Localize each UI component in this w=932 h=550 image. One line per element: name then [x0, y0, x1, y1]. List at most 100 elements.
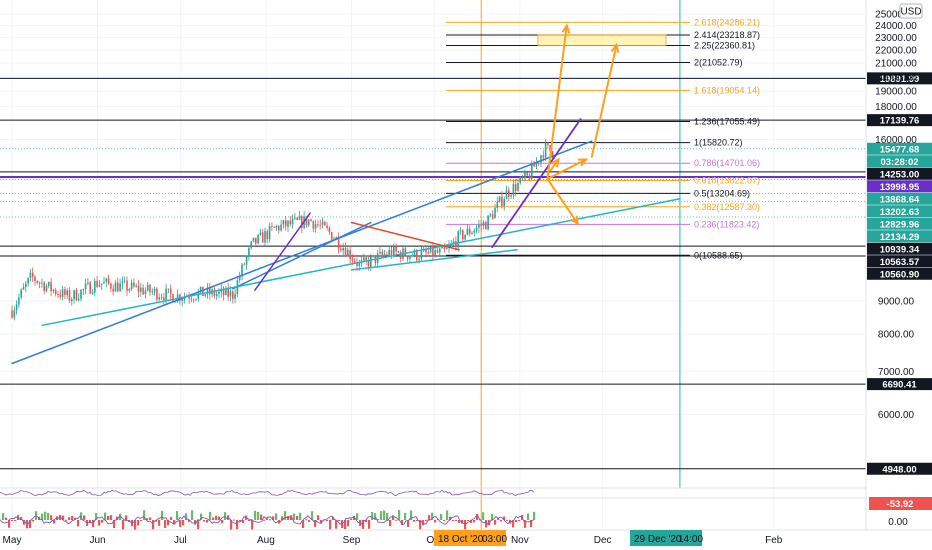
- candle-body: [351, 259, 354, 261]
- price-tick-label: 16000.00: [875, 135, 917, 146]
- oscillator-bar: [200, 513, 203, 520]
- candle-body: [48, 281, 50, 287]
- candle-body: [36, 280, 39, 283]
- candle-body: [43, 282, 45, 292]
- candle-body: [13, 310, 16, 318]
- candle-body: [158, 297, 160, 300]
- candle-body: [61, 289, 64, 297]
- candle-body: [413, 249, 416, 256]
- candle-body: [485, 222, 487, 230]
- teal-trendline-support[interactable]: [41, 198, 681, 327]
- projection-arrow[interactable]: [590, 44, 618, 158]
- candle-body: [427, 252, 430, 254]
- oscillator-zero-label: 0.00: [888, 517, 908, 528]
- projection-arrow[interactable]: [549, 158, 560, 172]
- purple-trendline-oct[interactable]: [491, 118, 582, 249]
- candle-body: [130, 282, 133, 290]
- candle-body: [94, 280, 96, 293]
- oscillator-bar: [392, 515, 395, 520]
- oscillator-bar: [179, 520, 182, 527]
- oscillator-bar: [515, 520, 518, 522]
- price-tag: 12134.29: [880, 232, 920, 243]
- oscillator-bar: [491, 513, 494, 520]
- oscillator-bar: [197, 520, 200, 530]
- candle-body: [229, 291, 232, 297]
- candle-body: [31, 272, 34, 277]
- oscillator-bar: [419, 520, 422, 530]
- time-tick-label: Aug: [257, 535, 275, 546]
- oscillator-bar: [425, 519, 428, 521]
- candle-body: [218, 291, 220, 294]
- candle-body: [112, 288, 114, 292]
- trendline-drawings[interactable]: [11, 23, 681, 365]
- candle-body: [404, 248, 407, 256]
- oscillator-bar: [98, 520, 101, 526]
- oscillator-bar: [395, 519, 398, 521]
- oscillator-bar: [533, 511, 536, 520]
- candle-body: [519, 177, 522, 183]
- oscillator-bar: [326, 520, 329, 521]
- candle-body: [38, 282, 41, 284]
- candle-body: [29, 272, 32, 279]
- price-axis[interactable]: 6000.00 7000.00 8000.00 9000.00 16000.00 1800…: [865, 0, 917, 530]
- price-tick-label: 21000.00: [875, 59, 917, 70]
- projection-arrow[interactable]: [546, 178, 579, 225]
- indicator-value-tag: -53.92: [869, 497, 932, 510]
- candle-body: [501, 196, 503, 206]
- price-tag: 03:28:02: [880, 157, 918, 168]
- candle-body: [310, 219, 312, 222]
- candle-body: [284, 220, 287, 227]
- candle-body: [255, 237, 257, 244]
- currency-button[interactable]: USD: [899, 3, 923, 19]
- price-tag: 10560.90: [880, 269, 920, 280]
- candle-body: [144, 290, 147, 295]
- candle-body: [27, 278, 29, 284]
- oscillator-bar: [527, 513, 530, 520]
- candle-body: [98, 284, 101, 287]
- candle-body: [59, 294, 62, 297]
- candle-body: [340, 248, 342, 251]
- time-tick-label: Sep: [343, 535, 361, 546]
- oscillator-bar: [362, 520, 365, 529]
- oscillator-bar: [29, 520, 32, 529]
- candle-body: [169, 288, 172, 295]
- oscillator-bar: [284, 511, 287, 520]
- oscillator-bar: [275, 513, 278, 520]
- red-trendline[interactable]: [350, 221, 460, 251]
- oscillator-bar: [251, 520, 254, 530]
- teal-trendline-short[interactable]: [350, 248, 518, 271]
- oscillator-bar: [53, 520, 56, 524]
- candle-body: [409, 255, 411, 259]
- candle-body: [514, 184, 517, 191]
- candle-body: [287, 220, 289, 227]
- price-tick-label: 18000.00: [875, 102, 917, 113]
- price-tick-label: 7000.00: [878, 367, 915, 378]
- candle-body: [54, 289, 57, 295]
- horizontal-levels: 19891.99 17139.76 15477.68 03:28:0214253.00…: [0, 72, 932, 475]
- candle-body: [174, 301, 177, 303]
- blue-trendline-upper[interactable]: [232, 221, 372, 290]
- vertical-markers: [480, 0, 681, 530]
- oscillator-bar: [263, 519, 266, 521]
- candle-body: [264, 231, 266, 243]
- indicator-value: -53.92: [887, 499, 914, 510]
- candle-body: [241, 264, 243, 277]
- projection-arrow[interactable]: [546, 25, 568, 180]
- oscillator-bar: [101, 520, 104, 523]
- candle-body: [234, 293, 236, 299]
- blue-trendline-long[interactable]: [11, 140, 593, 365]
- candle-body: [261, 232, 264, 243]
- oscillator-bar: [176, 511, 179, 520]
- candle-body: [547, 143, 549, 146]
- candle-body: [114, 282, 117, 292]
- candle-body: [416, 249, 418, 261]
- candle-body: [250, 241, 252, 248]
- candle-body: [301, 216, 303, 228]
- oscillator-bar: [50, 515, 53, 520]
- purple-trendline-aug[interactable]: [254, 212, 311, 291]
- candle-body: [353, 260, 356, 263]
- candle-body: [328, 228, 331, 233]
- projection-arrow[interactable]: [546, 158, 587, 180]
- candle-body: [204, 294, 206, 297]
